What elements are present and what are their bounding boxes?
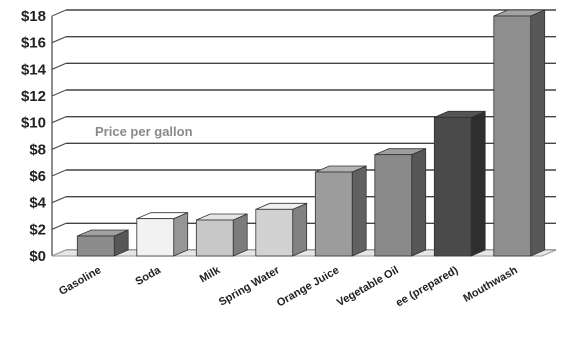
bar-side [292, 202, 308, 257]
bars [76, 9, 546, 257]
bar [314, 165, 367, 257]
bar-front [493, 15, 532, 257]
y-tick-label: $6 [29, 168, 46, 185]
y-axis: $0 $2 $4 $6 $8 $10 $12 $14 $16 $18 [21, 8, 47, 265]
bar-front [136, 218, 175, 257]
bar [195, 213, 248, 257]
x-tick-label: Orange Juice [275, 264, 341, 309]
bar-front [314, 171, 353, 257]
bar-front [76, 235, 115, 257]
bar [374, 148, 427, 257]
bar [136, 212, 189, 257]
gridline-diag [51, 89, 67, 97]
bar [433, 110, 486, 257]
x-tick-label: Vegetable Oil [335, 264, 401, 309]
bar [255, 202, 308, 257]
bar-side [470, 110, 486, 257]
bar-side [232, 213, 248, 257]
gridline-diag [51, 169, 67, 177]
y-tick-label: $16 [21, 35, 46, 52]
bar-side [351, 165, 367, 257]
x-tick-label: Soda [133, 264, 163, 288]
gridline-diag [51, 222, 67, 230]
bar-side [530, 9, 546, 257]
gridline-diag [51, 142, 67, 150]
y-tick-label: $2 [29, 221, 46, 238]
gridline-diag [51, 9, 67, 17]
bar-front [374, 154, 413, 257]
y-tick-label: $8 [29, 141, 46, 158]
annotation-label: Price per gallon [95, 124, 193, 139]
y-tick-label: $4 [29, 195, 46, 212]
y-tick-label: $0 [29, 248, 46, 265]
y-tick-label: $10 [21, 115, 46, 132]
gridline-diag [51, 116, 67, 124]
y-tick-label: $14 [21, 61, 47, 78]
bar-side [411, 148, 427, 257]
x-tick-label: Spring Water [217, 264, 283, 309]
y-tick-label: $12 [21, 88, 46, 105]
x-tick-label: ee (prepared) [394, 264, 461, 309]
x-tick-label: Milk [198, 264, 223, 286]
gridline-diag [51, 62, 67, 70]
bar [76, 229, 129, 257]
bar-front [195, 219, 234, 257]
gridline-diag [51, 36, 67, 44]
gridline-diag [51, 196, 67, 204]
bar-front [255, 208, 294, 257]
x-tick-label: Mouthwash [461, 264, 520, 305]
bar [493, 9, 546, 257]
bar-side [173, 212, 189, 257]
y-tick-label: $18 [21, 8, 46, 25]
x-tick-label: Gasoline [57, 264, 103, 298]
bar-front [433, 116, 472, 257]
